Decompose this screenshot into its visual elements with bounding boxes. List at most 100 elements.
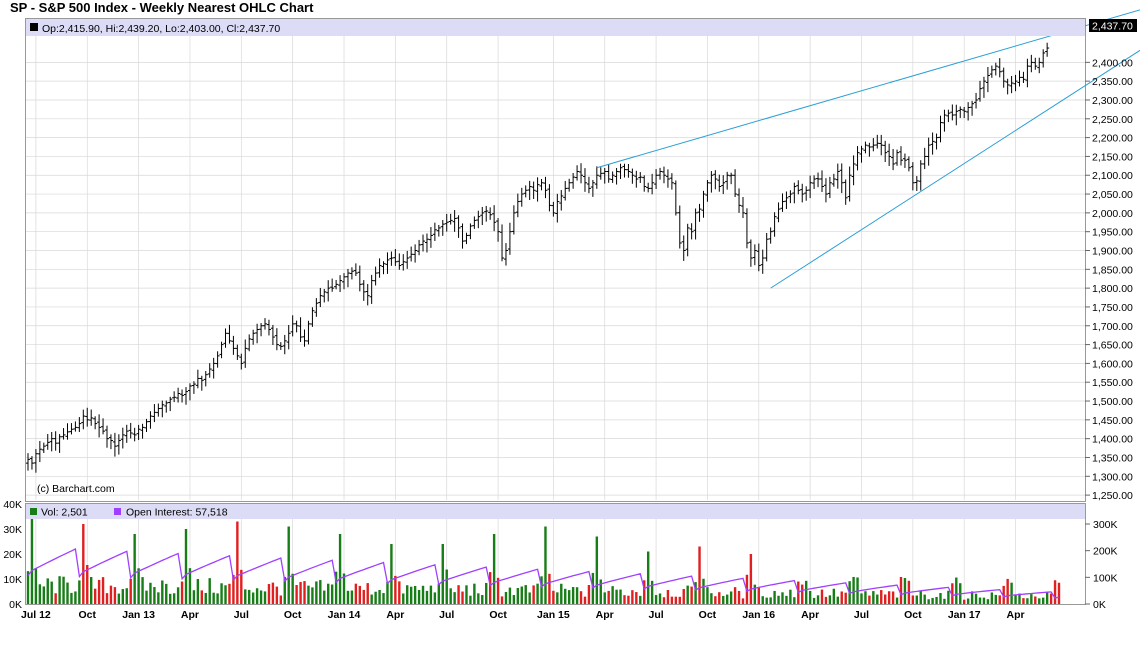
ohlc-bar <box>993 62 998 76</box>
time-tick-label: Oct <box>489 609 507 621</box>
ohlc-bar <box>108 434 113 450</box>
price-tick-label: 1,800.00 <box>1092 283 1133 295</box>
volume-bar <box>560 583 563 604</box>
volume-bar <box>338 534 342 604</box>
ohlc-bar <box>140 423 145 439</box>
price-tick-label: 1,950.00 <box>1092 227 1133 239</box>
volume-bar <box>141 577 144 604</box>
ohlc-bar <box>922 147 927 170</box>
volume-bar <box>781 592 784 604</box>
volume-bar <box>741 598 745 604</box>
ohlc-bar <box>496 218 501 242</box>
ohlc-bar <box>816 172 821 188</box>
ohlc-bar <box>148 411 153 429</box>
ohlc-bar <box>26 453 30 471</box>
volume-bar <box>785 595 788 604</box>
volume-bar <box>512 595 516 604</box>
volume-bar <box>109 585 113 604</box>
volume-bar <box>986 599 990 604</box>
volume-bar <box>690 586 693 604</box>
price-tick-label: 1,500.00 <box>1092 396 1133 408</box>
volume-bar <box>394 575 397 604</box>
volume-bar <box>1030 594 1033 604</box>
trendline <box>770 49 1140 289</box>
ohlc-bar <box>792 182 797 204</box>
ohlc-bar <box>152 404 157 423</box>
ohlc-bar <box>685 223 690 257</box>
volume-bar <box>232 574 235 604</box>
volume-bar <box>496 577 500 604</box>
ohlc-bar <box>1045 42 1050 57</box>
ohlc-bar <box>555 193 560 223</box>
ohlc-bar <box>33 449 38 473</box>
ohlc-bar <box>195 369 200 389</box>
ohlc-bar <box>950 104 955 121</box>
ohlc-bar <box>484 205 489 222</box>
ohlc-bar <box>966 102 971 121</box>
volume-bar <box>662 597 666 604</box>
ohlc-bar <box>93 416 98 430</box>
volume-bar <box>425 590 429 604</box>
ohlc-bar <box>180 389 185 403</box>
ohlc-bar <box>393 249 398 266</box>
ohlc-bar <box>981 76 986 98</box>
volume-bar <box>753 584 757 604</box>
ohlc-bar <box>278 342 283 350</box>
volume-bar <box>840 591 843 604</box>
time-tick-label: Apr <box>181 609 199 621</box>
ohlc-bar <box>424 233 429 253</box>
ohlc-bar <box>760 249 765 274</box>
volume-bar <box>765 597 768 604</box>
volume-bar <box>433 592 437 604</box>
volume-bar <box>670 596 674 604</box>
ohlc-bar <box>839 163 844 194</box>
ohlc-bar <box>369 274 374 304</box>
green-square-icon <box>30 508 37 515</box>
volume-bar <box>315 581 318 604</box>
ohlc-bar <box>1009 76 1014 94</box>
volume-bar <box>816 595 820 604</box>
price-header-icon <box>30 23 38 31</box>
time-axis: Jul 12 Oct Jan 13 Apr Jul Oct Jan 14 Apr Jul Oct J… <box>21 609 1025 621</box>
price-tick-label: 2,100.00 <box>1092 170 1133 182</box>
ohlc-bar <box>361 280 366 301</box>
volume-bar <box>449 588 452 604</box>
volume-bar <box>927 599 930 604</box>
price-tick-label: 1,750.00 <box>1092 302 1133 314</box>
volume-bar <box>868 595 871 604</box>
ohlc-bar <box>476 210 481 229</box>
purple-square-icon <box>114 508 121 515</box>
ohlc-bar <box>203 370 208 387</box>
ohlc-bar <box>231 335 236 355</box>
volume-bar <box>255 588 259 604</box>
volume-bar <box>970 591 974 604</box>
ohlc-bar <box>1013 74 1018 92</box>
ohlc-bar <box>37 440 42 463</box>
volume-bar <box>481 595 484 604</box>
ohlc-bar <box>934 133 939 150</box>
ohlc-bar <box>1041 49 1046 68</box>
volume-bar <box>366 583 369 604</box>
volume-bar <box>441 544 444 604</box>
volume-bar <box>564 588 567 604</box>
volume-bar <box>528 592 531 604</box>
volume-bar <box>362 589 365 604</box>
volume-bar <box>931 597 934 604</box>
ohlc-bar <box>405 250 410 269</box>
volume-bar <box>639 595 642 604</box>
volume-bar <box>224 585 227 604</box>
ohlc-bar <box>559 190 564 211</box>
volume-bar <box>718 592 721 604</box>
volume-bar <box>311 587 314 604</box>
ohlc-bar <box>926 137 931 166</box>
volume-bar <box>643 580 646 604</box>
time-tick-label: Apr <box>596 609 614 621</box>
volume-bar <box>299 582 302 604</box>
ohlc-bar <box>290 315 295 337</box>
volume-bar <box>469 595 472 604</box>
ohlc-bar <box>144 418 149 432</box>
volume-bar <box>398 581 401 604</box>
ohlc-bar <box>689 223 694 240</box>
ohlc-bar <box>164 400 169 413</box>
